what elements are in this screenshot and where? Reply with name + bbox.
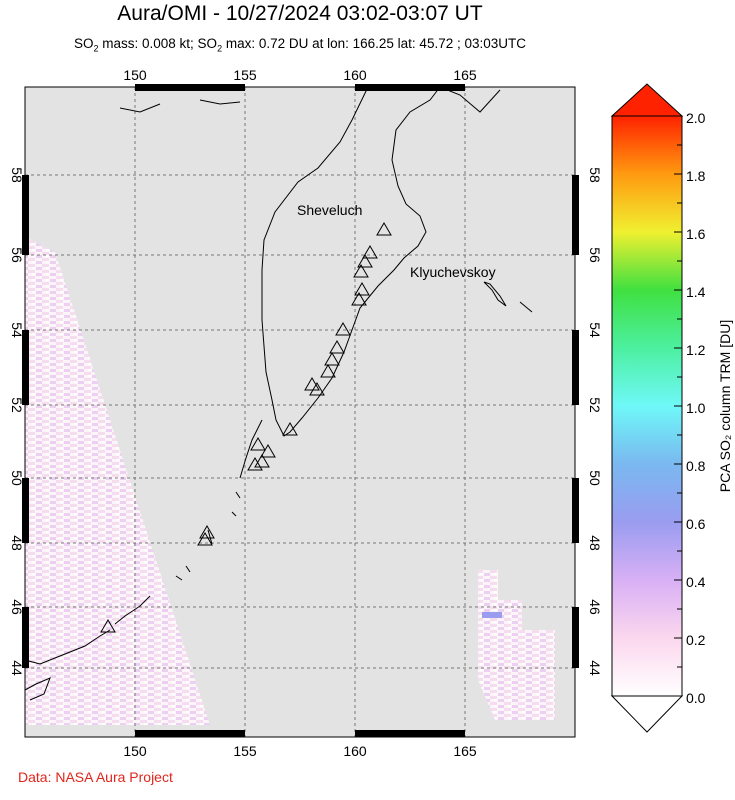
frame-bar-lat [22, 607, 29, 668]
volcano-icon [304, 377, 320, 391]
colorbar-max-arrow [610, 83, 684, 117]
subtitle-part: max: 0.72 DU at lon: 166.25 lat: 45.72 ;… [222, 36, 526, 51]
coastlines [24, 86, 533, 701]
frame-bar-lat [22, 330, 29, 405]
lon-label-bottom: 160 [343, 743, 367, 759]
so2-swath-right [478, 570, 555, 720]
colorbar-tick-label: 0.0 [686, 690, 706, 706]
lon-label-bottom: 150 [123, 743, 147, 759]
so2-swath-left [25, 237, 210, 725]
lat-label-right: 50 [587, 470, 603, 486]
volcano-icon [282, 422, 298, 436]
lat-label-right: 54 [587, 322, 603, 338]
volcano-icon [335, 322, 351, 336]
lat-label-right: 52 [587, 397, 603, 413]
lat-label-left: 54 [9, 322, 25, 338]
frame-bar-lon [135, 730, 245, 737]
colorbar-tick-label: 0.6 [686, 516, 706, 532]
small-island [519, 301, 533, 313]
frame-bar-lon [135, 84, 245, 91]
map-title: Aura/OMI - 10/27/2024 03:02-03:07 UT [117, 2, 483, 25]
volcano-icon [354, 282, 370, 296]
lon-label-top: 160 [343, 67, 367, 83]
map-frame [24, 86, 576, 738]
frame-bar-lat [22, 478, 29, 543]
volcano-icon [197, 532, 213, 546]
lat-label-right: 44 [587, 660, 603, 676]
volcano-icon [309, 382, 325, 396]
volcano-icon [351, 292, 367, 306]
frame-bar-lat [22, 175, 29, 255]
lon-label-top: 165 [453, 67, 477, 83]
colorbar-tick-label: 1.8 [686, 168, 706, 184]
volcano-icon [329, 340, 345, 354]
lat-label-left: 58 [9, 167, 25, 183]
lat-label-right: 48 [587, 535, 603, 551]
volcano-markers [100, 222, 392, 633]
volcano-icon [260, 444, 276, 458]
colorbar-tick-label: 0.8 [686, 458, 706, 474]
colorbar-min-arrow [610, 695, 684, 733]
lat-label-left: 44 [9, 660, 25, 676]
lat-label-right: 46 [587, 599, 603, 615]
lat-label-left: 56 [9, 247, 25, 263]
colorbar-tick-label: 0.2 [686, 632, 706, 648]
volcano-icon [320, 364, 336, 378]
lat-label-right: 56 [587, 247, 603, 263]
volcano-label-klyuchevskoy: Klyuchevskoy [410, 264, 496, 280]
frame-bar-lat [572, 175, 579, 255]
colorbar-label: PCA SO₂ column TRM [DU] [717, 320, 733, 492]
volcano-icon [362, 245, 378, 259]
volcano-icon [357, 254, 373, 268]
colorbar-tick-label: 0.4 [686, 574, 706, 590]
volcano-icon [199, 525, 215, 539]
colorbar-tick-label: 2.0 [686, 110, 706, 126]
volcano-icon [254, 454, 270, 468]
hokkaido-coast [24, 629, 111, 701]
lon-label-bottom: 165 [453, 743, 477, 759]
kamchatka-coast [261, 86, 441, 437]
frame-bar-lat [572, 607, 579, 668]
volcano-icon [376, 222, 392, 236]
frame-bars [22, 84, 579, 737]
colorbar-bar [611, 115, 683, 697]
colorbar: PCA SO₂ column TRM [DU] 2.0 1.8 1.6 1.4 1.2 1… [610, 83, 733, 733]
frame-bar-lon [355, 84, 465, 91]
okhotsk-coast [119, 99, 241, 113]
lat-label-left: 46 [9, 599, 25, 615]
volcano-icon [353, 264, 369, 278]
lat-label-left: 52 [9, 397, 25, 413]
subscript: 2 [93, 43, 99, 54]
frame-bar-lat [572, 478, 579, 543]
volcano-icon [247, 457, 263, 471]
kuril-islands [114, 491, 241, 625]
colorbar-tick-label: 1.2 [686, 342, 706, 358]
subscript: 2 [217, 43, 223, 54]
subtitle-part: mass: 0.008 kt; SO [98, 36, 218, 51]
map-subtitle: SO2 mass: 0.008 kt; SO2 max: 0.72 DU at … [0, 36, 600, 54]
volcano-label-sheveluch: Sheveluch [297, 202, 362, 218]
volcano-icon [324, 352, 340, 366]
frame-bar-lat [572, 330, 579, 405]
lat-label-left: 48 [9, 535, 25, 551]
volcano-icon [100, 619, 116, 633]
so2-max-pixel [482, 612, 502, 618]
colorbar-tick-label: 1.4 [686, 284, 706, 300]
lon-label-top: 155 [233, 67, 257, 83]
karaginsky-island [483, 281, 507, 307]
lat-label-right: 58 [587, 167, 603, 183]
data-credit: Data: NASA Aura Project [18, 769, 173, 785]
lat-label-left: 50 [9, 470, 25, 486]
colorbar-tick-label: 1.6 [686, 226, 706, 242]
kuril-north [239, 419, 263, 479]
lon-label-bottom: 155 [233, 743, 257, 759]
volcano-icon [250, 437, 266, 451]
frame-bar-lon [355, 730, 465, 737]
subtitle-part: SO [73, 36, 94, 51]
graticule [25, 87, 575, 737]
colorbar-tick-label: 1.0 [686, 400, 706, 416]
lon-label-top: 150 [123, 67, 147, 83]
